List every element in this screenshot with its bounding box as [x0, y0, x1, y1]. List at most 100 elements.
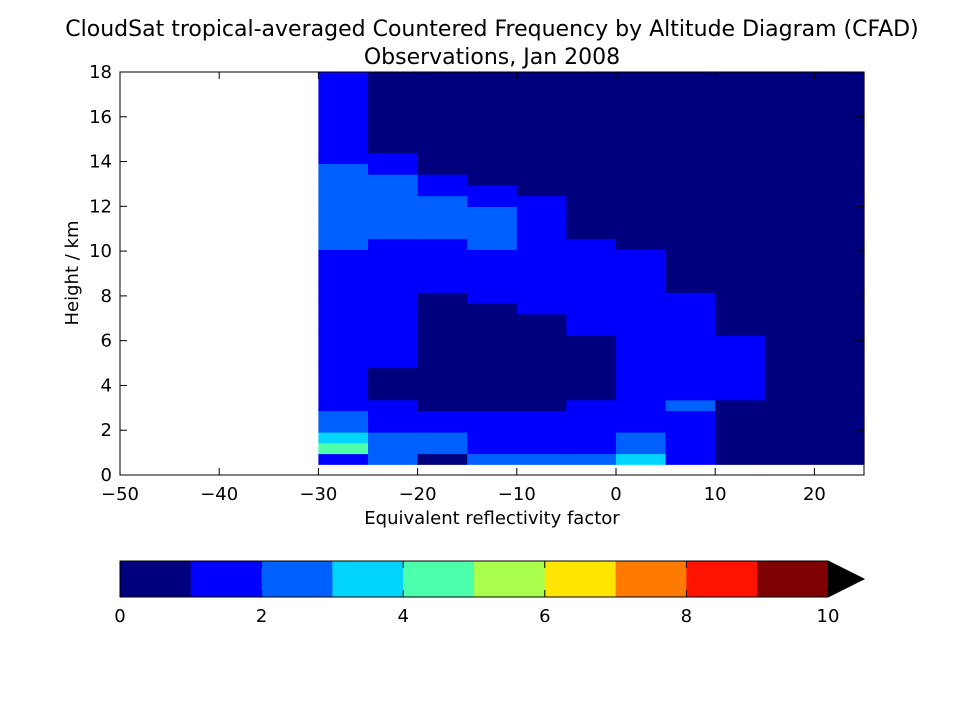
heatmap-cell — [318, 184, 369, 197]
heatmap-cell — [318, 399, 369, 412]
heatmap-cell — [616, 72, 667, 154]
heatmap-cell — [566, 152, 617, 164]
heatmap-cell — [616, 281, 667, 293]
heatmap-cell — [417, 206, 468, 218]
x-tick-label: −40 — [200, 484, 238, 505]
heatmap-cell — [715, 184, 766, 197]
chart-title-line2: Observations, Jan 2008 — [364, 45, 620, 70]
heatmap-cell — [318, 217, 369, 240]
heatmap-cell — [616, 184, 667, 197]
heatmap-cell — [516, 281, 567, 293]
heatmap-cell — [318, 72, 369, 154]
colorbar-tick-label: 6 — [539, 606, 550, 627]
x-axis-label: Equivalent reflectivity factor — [364, 508, 620, 529]
heatmap-cell — [764, 292, 815, 304]
heatmap-cell — [764, 206, 815, 218]
heatmap-cell — [467, 72, 518, 154]
heatmap-cell — [467, 217, 518, 240]
heatmap-cell — [467, 174, 518, 186]
heatmap-cell — [764, 313, 815, 336]
x-tick-label: 0 — [610, 484, 621, 505]
x-tick-label: −20 — [399, 484, 437, 505]
chart-title-line1: CloudSat tropical-averaged Countered Fre… — [65, 17, 918, 42]
heatmap-cell — [715, 313, 766, 336]
heatmap-cell — [318, 453, 369, 465]
heatmap-cell — [467, 442, 518, 455]
heatmap-cell — [814, 184, 865, 197]
heatmap-cell — [417, 303, 468, 315]
heatmap-cell — [368, 399, 419, 412]
heatmap-cell — [417, 442, 468, 455]
heatmap-cell — [616, 217, 667, 240]
heatmap-cell — [566, 442, 617, 455]
heatmap-cell — [516, 292, 567, 304]
heatmap-cell — [616, 152, 667, 164]
colorbar-tick-label: 2 — [256, 606, 267, 627]
heatmap-cell — [715, 432, 766, 444]
heatmap-cell — [417, 184, 468, 197]
heatmap-cell — [417, 313, 468, 336]
heatmap-cell — [764, 335, 815, 369]
heatmap-cell — [616, 453, 667, 465]
heatmap-cell — [616, 335, 667, 369]
heatmap-cell — [417, 174, 468, 186]
heatmap-cell — [764, 432, 815, 444]
heatmap-cell — [764, 442, 815, 455]
colorbar-swatch — [686, 561, 758, 597]
heatmap-cells — [318, 72, 865, 465]
colorbar-tick-label: 10 — [817, 606, 840, 627]
heatmap-cell — [467, 238, 518, 250]
heatmap-cell — [665, 367, 716, 401]
heatmap-cell — [318, 410, 369, 433]
heatmap-cell — [566, 238, 617, 250]
heatmap-cell — [368, 367, 419, 401]
heatmap-cell — [616, 303, 667, 315]
heatmap-cell — [764, 367, 815, 401]
heatmap-cell — [516, 249, 567, 283]
heatmap-cell — [665, 399, 716, 412]
heatmap-cell — [467, 313, 518, 336]
heatmap-cell — [715, 303, 766, 315]
heatmap-cell — [814, 367, 865, 401]
heatmap-cell — [616, 195, 667, 207]
heatmap-cell — [764, 72, 815, 154]
heatmap-cell — [616, 367, 667, 401]
heatmap-cell — [665, 163, 716, 175]
heatmap-cell — [368, 152, 419, 164]
heatmap-cell — [318, 206, 369, 218]
heatmap-cell — [467, 152, 518, 164]
heatmap-cell — [665, 313, 716, 336]
heatmap-cell — [814, 303, 865, 315]
colorbar-swatch — [757, 561, 829, 597]
heatmap-cell — [368, 195, 419, 207]
heatmap-cell — [417, 72, 468, 154]
heatmap-cell — [715, 195, 766, 207]
heatmap-cell — [814, 335, 865, 369]
heatmap-cell — [814, 174, 865, 186]
x-tick-label: −30 — [299, 484, 337, 505]
heatmap-cell — [368, 335, 419, 369]
heatmap-cell — [814, 432, 865, 444]
heatmap-cell — [467, 249, 518, 283]
heatmap-cell — [318, 335, 369, 369]
y-axis-ticks: 0 2 4 6 8 10 12 14 16 18 — [89, 62, 864, 486]
heatmap-cell — [368, 292, 419, 304]
colorbar: 0 2 4 6 8 10 — [114, 560, 866, 627]
x-tick-label: 10 — [704, 484, 727, 505]
heatmap-cell — [814, 217, 865, 240]
heatmap-cell — [764, 281, 815, 293]
y-tick-label: 8 — [101, 286, 112, 307]
heatmap-cell — [417, 217, 468, 240]
heatmap-cell — [665, 303, 716, 315]
heatmap-cell — [467, 432, 518, 444]
heatmap-cell — [318, 313, 369, 336]
heatmap-cell — [318, 195, 369, 207]
heatmap-cell — [368, 238, 419, 250]
heatmap-cell — [417, 432, 468, 444]
heatmap-cell — [715, 410, 766, 433]
heatmap-cell — [516, 206, 567, 218]
heatmap-cell — [516, 442, 567, 455]
heatmap-cell — [764, 174, 815, 186]
heatmap-cell — [715, 238, 766, 250]
heatmap-cell — [368, 281, 419, 293]
